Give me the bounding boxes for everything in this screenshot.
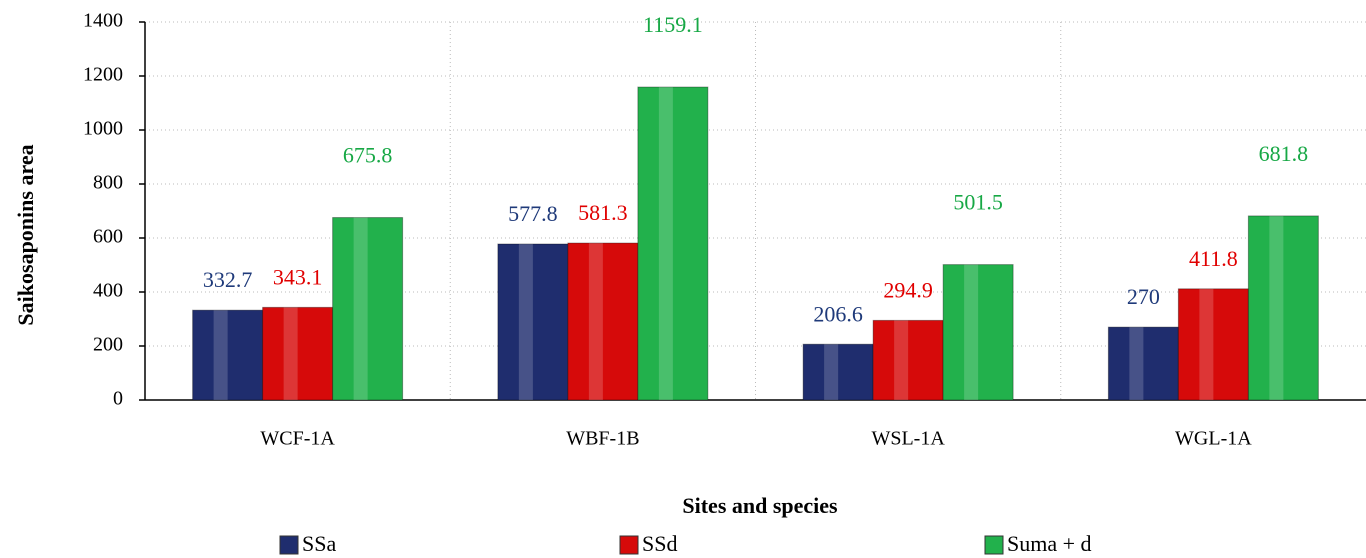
bar-highlight — [283, 307, 298, 400]
x-tick-label: WSL-1A — [871, 428, 945, 450]
y-tick-label: 0 — [113, 388, 123, 410]
bar-highlight — [1199, 288, 1214, 400]
bar — [262, 306, 334, 401]
y-tick-label: 1000 — [83, 118, 123, 140]
bar-highlight — [518, 243, 533, 400]
data-label: 343.1 — [273, 264, 323, 289]
y-axis-title: Saikosaponins area — [13, 144, 38, 325]
bar — [872, 319, 944, 401]
data-label: 675.8 — [343, 143, 393, 168]
bar — [802, 343, 874, 401]
data-label: 681.8 — [1259, 141, 1309, 166]
data-label: 1159.1 — [643, 12, 703, 37]
y-tick-label: 1400 — [83, 10, 123, 32]
legend-label: Suma + d — [1007, 531, 1092, 556]
bar — [1247, 215, 1319, 401]
y-tick-label: 400 — [93, 280, 123, 302]
bar-highlight — [1269, 215, 1284, 400]
data-label: 206.6 — [813, 301, 863, 326]
data-label: 294.9 — [883, 277, 933, 302]
legend-swatch — [279, 535, 299, 555]
y-tick-label: 600 — [93, 226, 123, 248]
legend-swatch — [984, 535, 1004, 555]
bar-highlight — [894, 320, 909, 400]
bar — [1107, 326, 1179, 401]
legend-label: SSa — [302, 531, 336, 556]
x-tick-label: WBF-1B — [566, 428, 639, 450]
y-tick-label: 1200 — [83, 64, 123, 86]
x-tick-label: WGL-1A — [1175, 428, 1252, 450]
bar-highlight — [824, 344, 839, 400]
bar — [942, 264, 1014, 401]
bar-highlight — [353, 217, 368, 400]
data-label: 577.8 — [508, 201, 558, 226]
bar — [637, 86, 709, 401]
data-label: 581.3 — [578, 200, 628, 225]
bar-highlight — [588, 243, 603, 400]
legend-label: SSd — [642, 531, 677, 556]
data-label: 501.5 — [953, 190, 1003, 215]
bar-highlight — [964, 264, 979, 400]
x-axis-title: Sites and species — [682, 493, 838, 518]
bar — [567, 242, 639, 401]
data-label: 332.7 — [203, 267, 253, 292]
data-label: 270 — [1127, 284, 1160, 309]
bar-highlight — [213, 310, 228, 400]
bar-highlight — [658, 87, 673, 400]
bar-highlight — [1129, 327, 1144, 400]
bar — [332, 217, 404, 401]
data-label: 411.8 — [1189, 246, 1238, 271]
bar — [497, 243, 569, 401]
y-tick-label: 800 — [93, 172, 123, 194]
x-tick-label: WCF-1A — [260, 428, 335, 450]
legend-swatch — [619, 535, 639, 555]
bar — [1177, 288, 1249, 401]
y-tick-label: 200 — [93, 334, 123, 356]
